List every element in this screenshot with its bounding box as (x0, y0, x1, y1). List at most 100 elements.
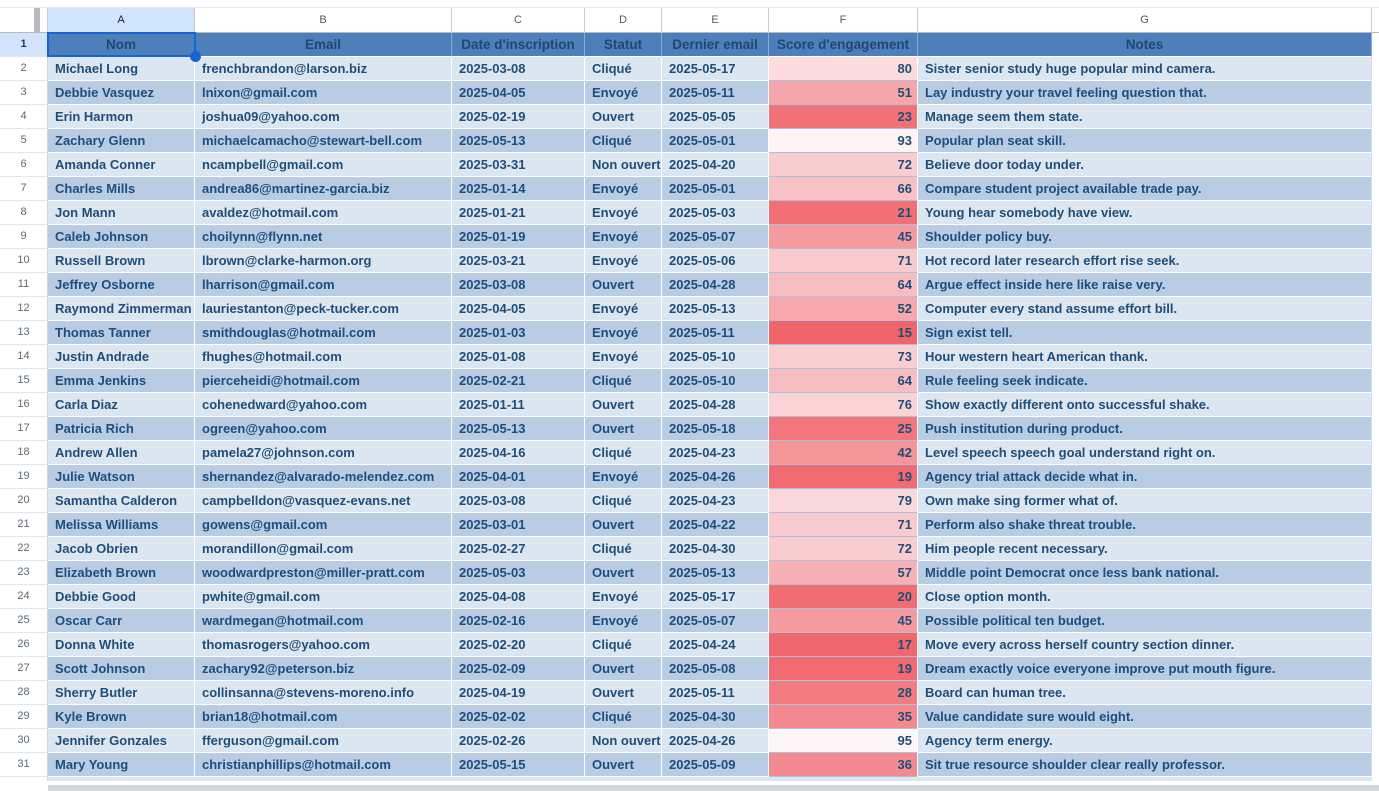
cell-C2[interactable]: 2025-03-08 (452, 57, 585, 81)
cell-G15[interactable]: Rule feeling seek indicate. (918, 369, 1372, 393)
cell-C25[interactable]: 2025-02-16 (452, 609, 585, 633)
cell-B28[interactable]: collinsanna@stevens-moreno.info (195, 681, 452, 705)
cell-B24[interactable]: pwhite@gmail.com (195, 585, 452, 609)
cell-E10[interactable]: 2025-05-06 (662, 249, 769, 273)
cell-E29[interactable]: 2025-04-30 (662, 705, 769, 729)
cell-B26[interactable]: thomasrogers@yahoo.com (195, 633, 452, 657)
cell-D18[interactable]: Cliqué (585, 441, 662, 465)
cell-E2[interactable]: 2025-05-17 (662, 57, 769, 81)
row-header-9[interactable]: 9 (0, 225, 48, 249)
cell-B7[interactable]: andrea86@martinez-garcia.biz (195, 177, 452, 201)
row-header-17[interactable]: 17 (0, 417, 48, 441)
row-header-4[interactable]: 4 (0, 105, 48, 129)
cell-B19[interactable]: shernandez@alvarado-melendez.com (195, 465, 452, 489)
cell-F6[interactable]: 72 (769, 153, 918, 177)
row-header-16[interactable]: 16 (0, 393, 48, 417)
cell-A5[interactable]: Zachary Glenn (48, 129, 195, 153)
column-header-E[interactable]: E (662, 8, 769, 33)
select-all-corner[interactable] (0, 8, 48, 33)
cell-F23[interactable]: 57 (769, 561, 918, 585)
cell-B18[interactable]: pamela27@johnson.com (195, 441, 452, 465)
cell-C7[interactable]: 2025-01-14 (452, 177, 585, 201)
row-header-29[interactable]: 29 (0, 705, 48, 729)
cell-A8[interactable]: Jon Mann (48, 201, 195, 225)
cell-D26[interactable]: Cliqué (585, 633, 662, 657)
cell-A22[interactable]: Jacob Obrien (48, 537, 195, 561)
cell-D25[interactable]: Envoyé (585, 609, 662, 633)
cell-C12[interactable]: 2025-04-05 (452, 297, 585, 321)
cell-E11[interactable]: 2025-04-28 (662, 273, 769, 297)
cell-D9[interactable]: Envoyé (585, 225, 662, 249)
cell-C18[interactable]: 2025-04-16 (452, 441, 585, 465)
cell-A20[interactable]: Samantha Calderon (48, 489, 195, 513)
cell-D22[interactable]: Cliqué (585, 537, 662, 561)
cell-C14[interactable]: 2025-01-08 (452, 345, 585, 369)
cell-D7[interactable]: Envoyé (585, 177, 662, 201)
column-header-B[interactable]: B (195, 8, 452, 33)
cell-G29[interactable]: Value candidate sure would eight. (918, 705, 1372, 729)
cell-B12[interactable]: lauriestanton@peck-tucker.com (195, 297, 452, 321)
cell-F5[interactable]: 93 (769, 129, 918, 153)
cell-F10[interactable]: 71 (769, 249, 918, 273)
cell-F25[interactable]: 45 (769, 609, 918, 633)
cell-E4[interactable]: 2025-05-05 (662, 105, 769, 129)
cell-A29[interactable]: Kyle Brown (48, 705, 195, 729)
cell-G4[interactable]: Manage seem them state. (918, 105, 1372, 129)
cell-A24[interactable]: Debbie Good (48, 585, 195, 609)
cell-G27[interactable]: Dream exactly voice everyone improve put… (918, 657, 1372, 681)
cell-B4[interactable]: joshua09@yahoo.com (195, 105, 452, 129)
cell-D3[interactable]: Envoyé (585, 81, 662, 105)
cell-C21[interactable]: 2025-03-01 (452, 513, 585, 537)
cell-G23[interactable]: Middle point Democrat once less bank nat… (918, 561, 1372, 585)
cell-C19[interactable]: 2025-04-01 (452, 465, 585, 489)
cell-F21[interactable]: 71 (769, 513, 918, 537)
cell-F9[interactable]: 45 (769, 225, 918, 249)
column-header-F[interactable]: F (769, 8, 918, 33)
cell-A6[interactable]: Amanda Conner (48, 153, 195, 177)
cell-G30[interactable]: Agency term energy. (918, 729, 1372, 753)
cell-B25[interactable]: wardmegan@hotmail.com (195, 609, 452, 633)
cell-G20[interactable]: Own make sing former what of. (918, 489, 1372, 513)
row-header-26[interactable]: 26 (0, 633, 48, 657)
cell-A26[interactable]: Donna White (48, 633, 195, 657)
row-header-30[interactable]: 30 (0, 729, 48, 753)
cell-B14[interactable]: fhughes@hotmail.com (195, 345, 452, 369)
cell-B9[interactable]: choilynn@flynn.net (195, 225, 452, 249)
cell-A11[interactable]: Jeffrey Osborne (48, 273, 195, 297)
cell-D16[interactable]: Ouvert (585, 393, 662, 417)
cell-C6[interactable]: 2025-03-31 (452, 153, 585, 177)
cell-G12[interactable]: Computer every stand assume effort bill. (918, 297, 1372, 321)
cell-F8[interactable]: 21 (769, 201, 918, 225)
cell-D21[interactable]: Ouvert (585, 513, 662, 537)
cell-C22[interactable]: 2025-02-27 (452, 537, 585, 561)
cell-D13[interactable]: Envoyé (585, 321, 662, 345)
cell-B13[interactable]: smithdouglas@hotmail.com (195, 321, 452, 345)
cell-C16[interactable]: 2025-01-11 (452, 393, 585, 417)
cell-G3[interactable]: Lay industry your travel feeling questio… (918, 81, 1372, 105)
cell-G17[interactable]: Push institution during product. (918, 417, 1372, 441)
cell-D27[interactable]: Ouvert (585, 657, 662, 681)
cell-D14[interactable]: Envoyé (585, 345, 662, 369)
row-header-24[interactable]: 24 (0, 585, 48, 609)
cell-E7[interactable]: 2025-05-01 (662, 177, 769, 201)
cell-G25[interactable]: Possible political ten budget. (918, 609, 1372, 633)
cell-B16[interactable]: cohenedward@yahoo.com (195, 393, 452, 417)
header-cell-D1[interactable]: Statut (585, 33, 662, 57)
cell-E8[interactable]: 2025-05-03 (662, 201, 769, 225)
row-header-11[interactable]: 11 (0, 273, 48, 297)
cell-B17[interactable]: ogreen@yahoo.com (195, 417, 452, 441)
cell-C30[interactable]: 2025-02-26 (452, 729, 585, 753)
cell-G9[interactable]: Shoulder policy buy. (918, 225, 1372, 249)
cell-E31[interactable]: 2025-05-09 (662, 753, 769, 777)
header-cell-G1[interactable]: Notes (918, 33, 1372, 57)
cell-A3[interactable]: Debbie Vasquez (48, 81, 195, 105)
row-header-18[interactable]: 18 (0, 441, 48, 465)
cell-E25[interactable]: 2025-05-07 (662, 609, 769, 633)
cell-C8[interactable]: 2025-01-21 (452, 201, 585, 225)
horizontal-scrollbar[interactable] (48, 785, 1379, 791)
cell-C17[interactable]: 2025-05-13 (452, 417, 585, 441)
cell-F3[interactable]: 51 (769, 81, 918, 105)
row-header-19[interactable]: 19 (0, 465, 48, 489)
cell-C15[interactable]: 2025-02-21 (452, 369, 585, 393)
cell-G22[interactable]: Him people recent necessary. (918, 537, 1372, 561)
